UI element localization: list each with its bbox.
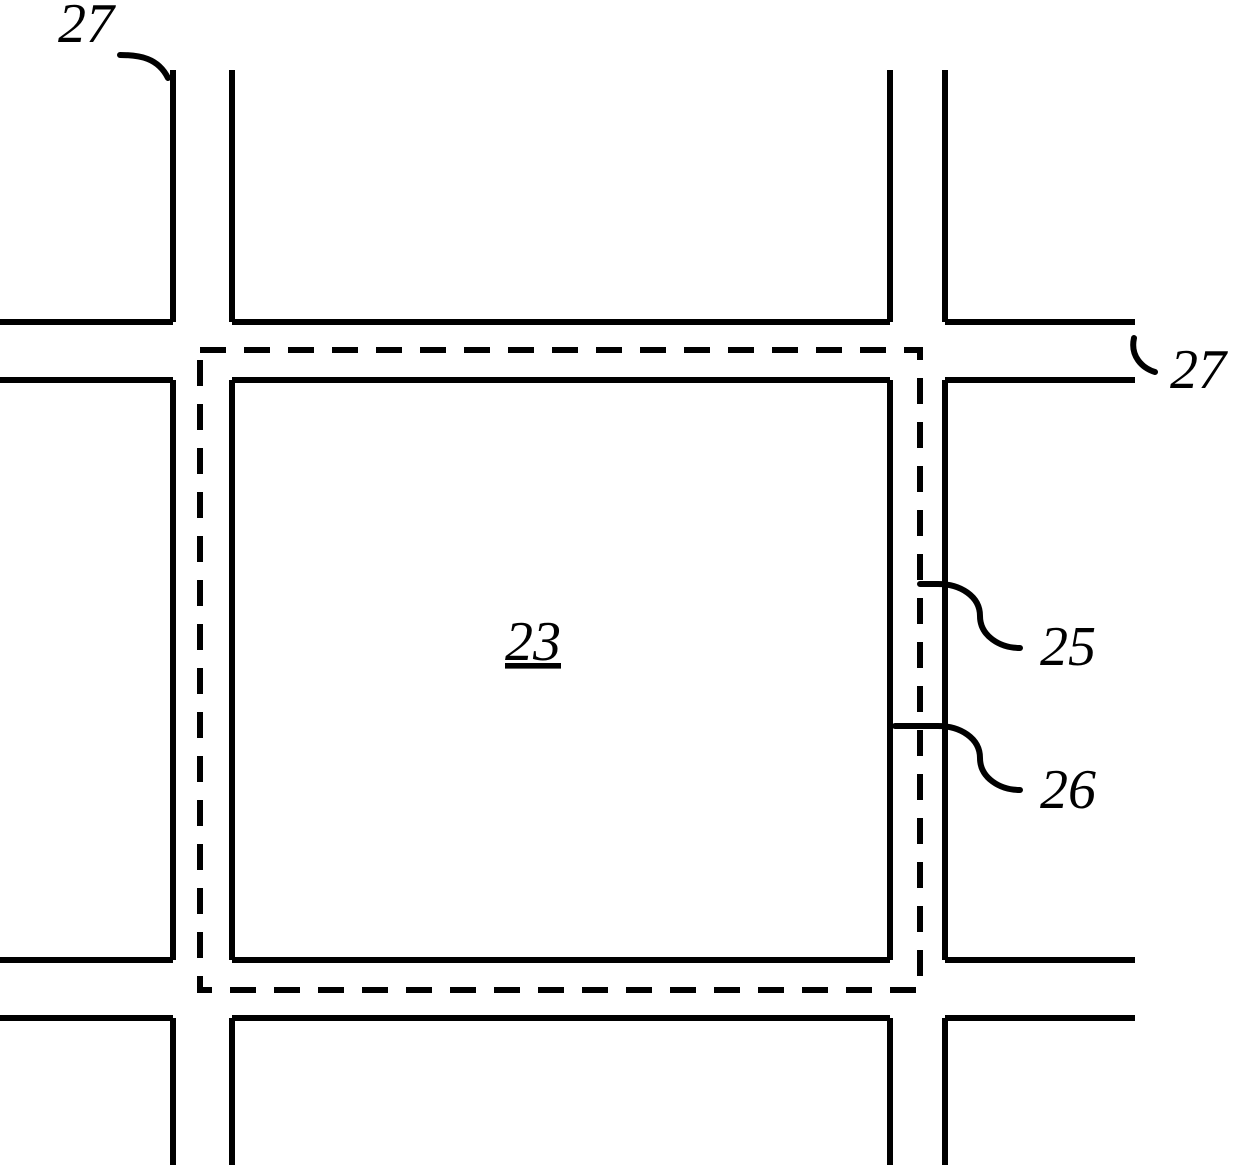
label-27-right: 27 [1170,339,1228,401]
grid-group [0,70,1135,1165]
label-23: 23 [505,611,561,673]
label-27-left: 27 [58,0,116,55]
leader-r26 [895,726,1020,790]
label-26: 26 [1040,759,1096,821]
leader-lines [120,55,1155,790]
label-25: 25 [1040,616,1096,678]
leader-tl [120,55,168,78]
leader-tr [1133,338,1155,372]
leader-r25 [920,584,1020,648]
